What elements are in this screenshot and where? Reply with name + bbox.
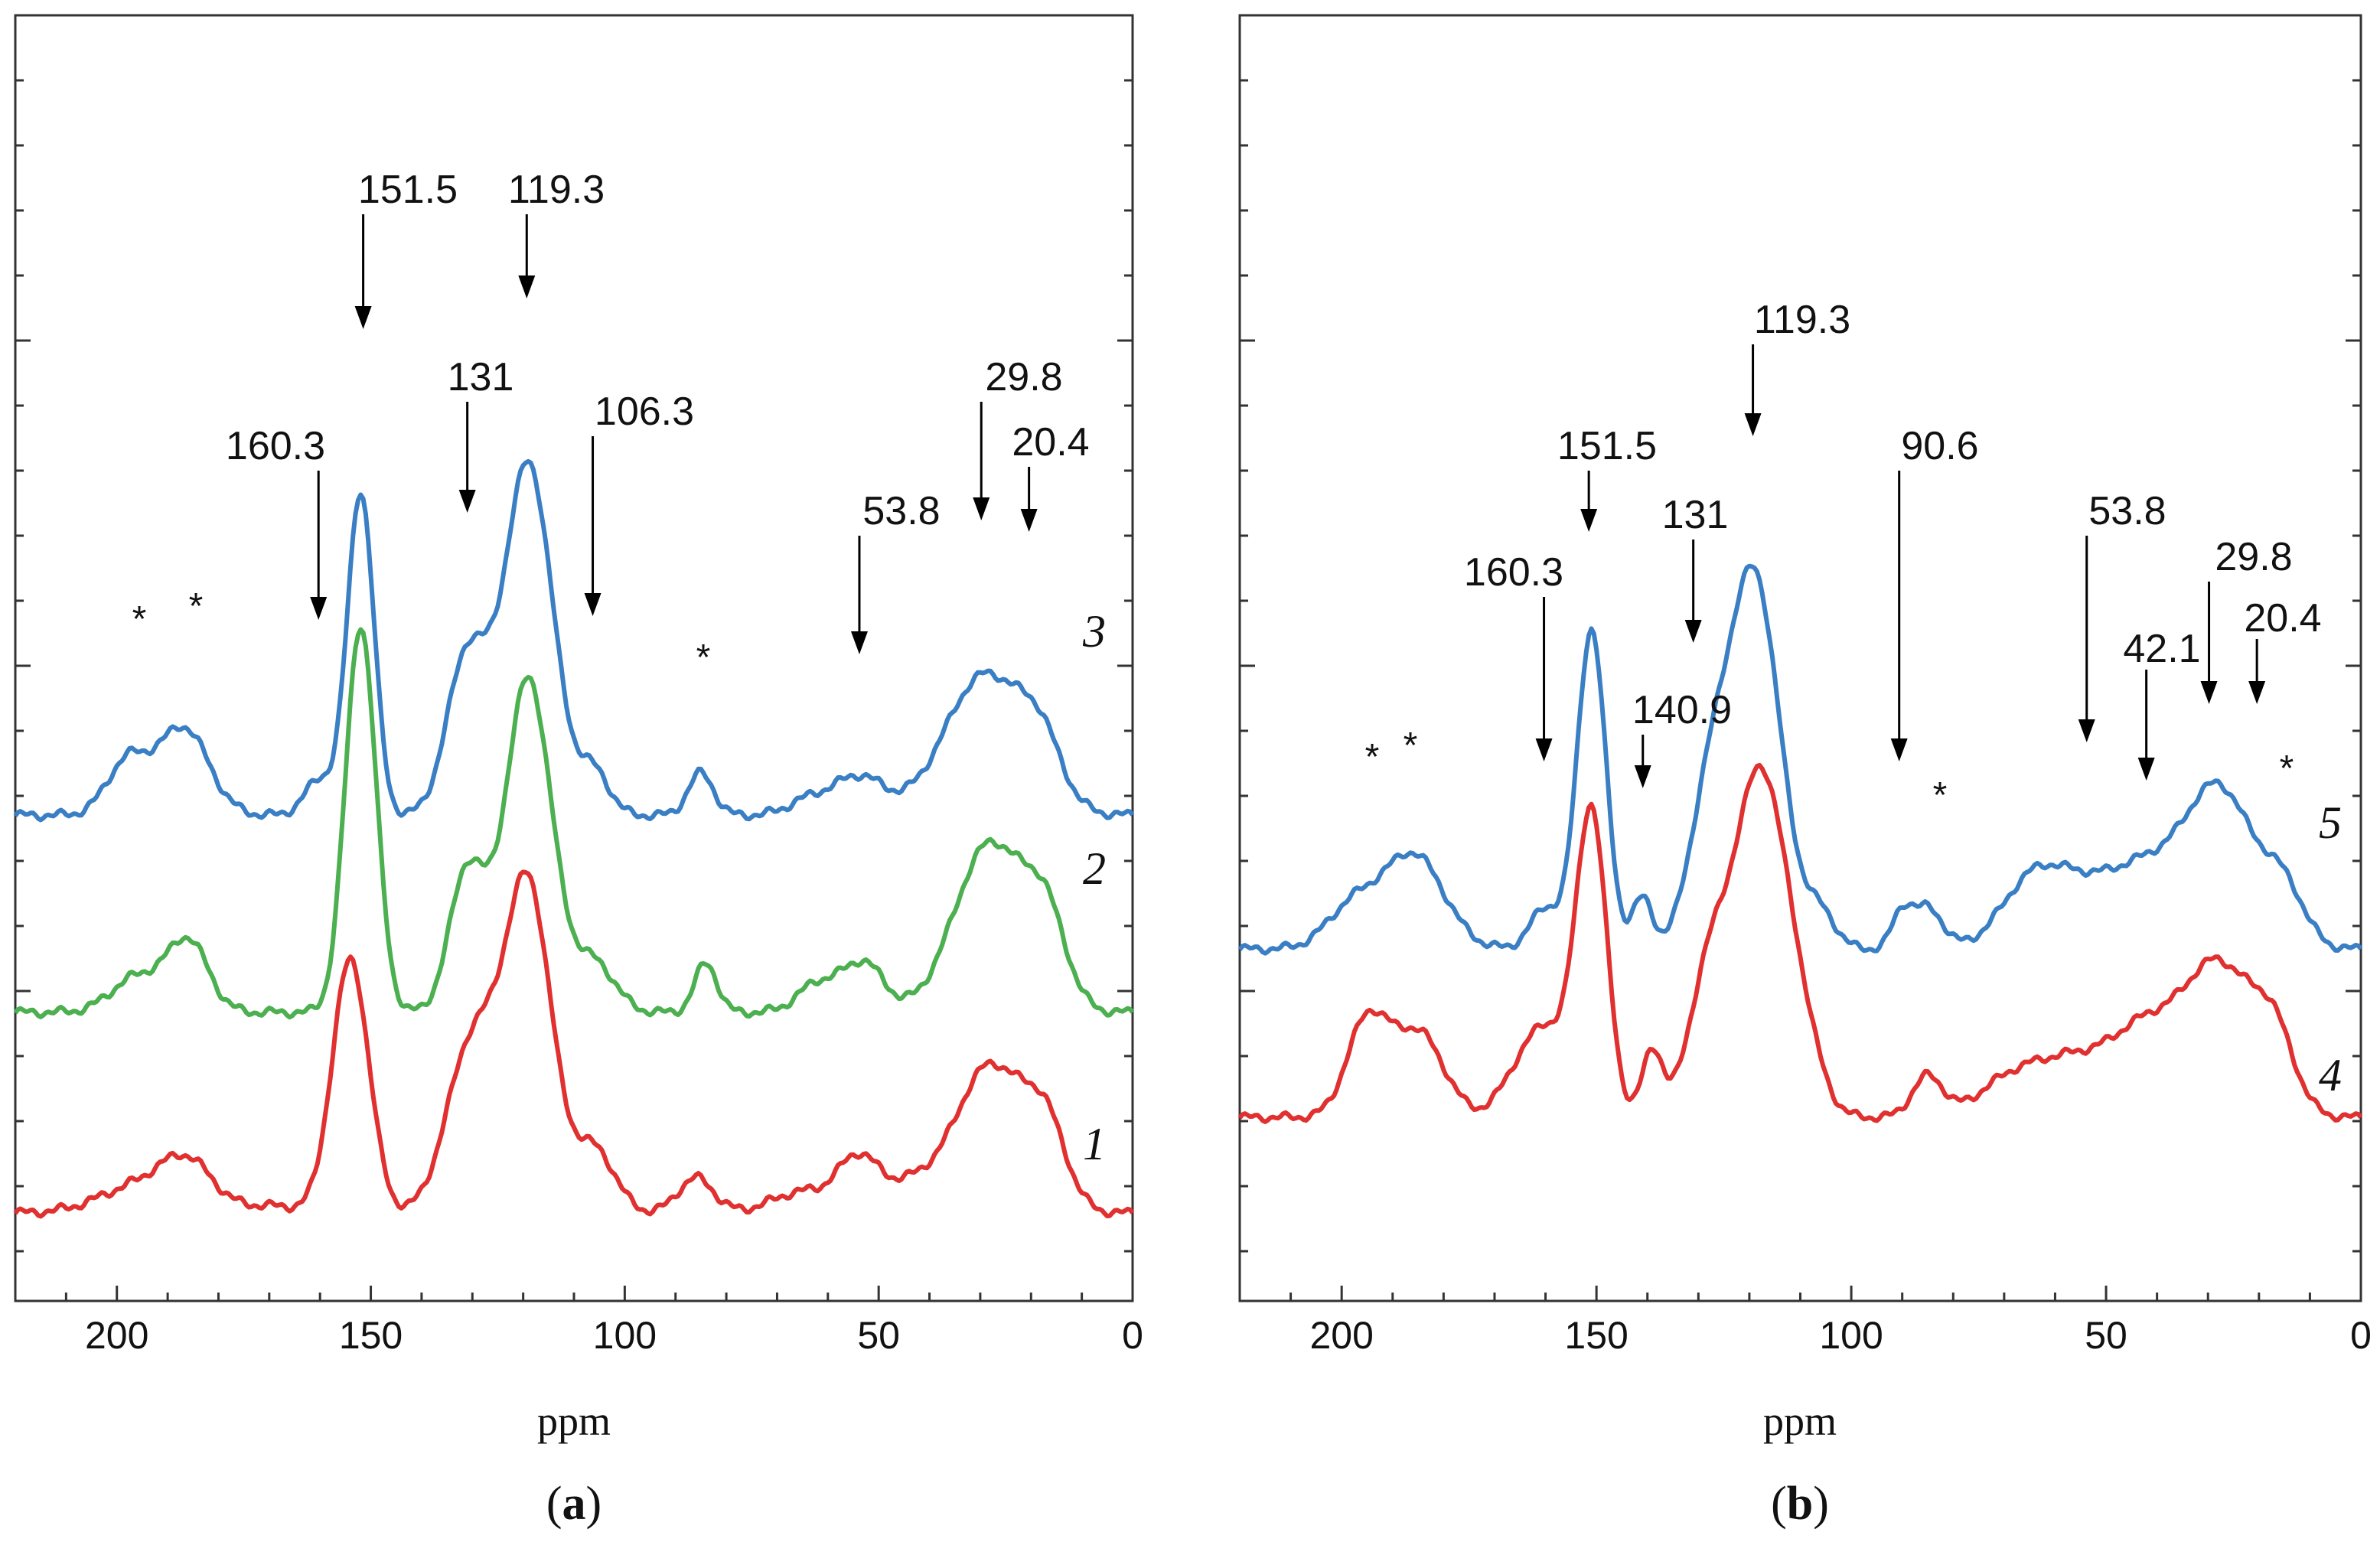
panel-letter-b: b [1787, 1478, 1813, 1530]
panel-label-a: (a) [546, 1478, 602, 1530]
annotation-label-140-9: 140.9 [1632, 688, 1732, 732]
asterisk-marker: * [1404, 725, 1418, 766]
x-axis-title: ppm [1763, 1398, 1837, 1444]
panel-label-b: (b) [1771, 1478, 1829, 1530]
annotation-label-119-3: 119.3 [508, 168, 605, 212]
x-axis-title: ppm [537, 1398, 611, 1444]
annotation-label-53-8: 53.8 [2088, 489, 2166, 533]
annotation-label-160-3: 160.3 [1464, 550, 1563, 595]
asterisk-marker: * [2280, 748, 2294, 789]
panel-b: 200 150 100 50 0 5 4 119.3 151.5 131 90.… [1237, 14, 2372, 1530]
spectrum-line-3 [13, 458, 1135, 823]
annotation-arrow-head [2248, 681, 2266, 704]
x-tick-label: 0 [1122, 1314, 1143, 1357]
annotation-arrow-head [1684, 620, 1702, 643]
x-tick-label: 50 [857, 1314, 900, 1357]
x-tick-label: 150 [339, 1314, 403, 1357]
x-tick-label: 150 [1564, 1314, 1628, 1357]
annotation-label-20-4: 20.4 [2244, 596, 2321, 641]
curve-label-2: 2 [1083, 843, 1106, 894]
panel-b-curves [1237, 563, 2363, 1124]
asterisk-marker: * [1365, 737, 1380, 778]
curve-label-5: 5 [2319, 797, 2342, 848]
annotation-arrow-head [1580, 509, 1598, 532]
annotation-arrow-head [518, 275, 536, 298]
annotation-label-151-5: 151.5 [1557, 424, 1657, 468]
annotation-label-106-3: 106.3 [595, 390, 694, 434]
annotation-label-53-8: 53.8 [862, 489, 940, 533]
annotation-label-90-6: 90.6 [1901, 424, 1978, 468]
x-tick-label: 50 [2085, 1314, 2127, 1357]
asterisk-marker: * [696, 637, 711, 678]
annotation-label-29-8: 29.8 [985, 355, 1062, 399]
spectrum-line-1 [13, 869, 1135, 1219]
annotation-label-131: 131 [1662, 493, 1729, 537]
annotation-arrow-head [310, 597, 328, 620]
spectrum-line-5 [1237, 563, 2363, 956]
spectrum-line-4 [1237, 762, 2363, 1124]
annotation-arrow-head [1535, 738, 1553, 761]
annotation-arrow-head [1634, 765, 1651, 788]
x-tick-label: 0 [2350, 1314, 2372, 1357]
annotation-label-151-5: 151.5 [358, 168, 458, 212]
x-tick-label: 100 [593, 1314, 657, 1357]
annotation-arrow-head [1890, 738, 1908, 761]
annotation-arrow-head [850, 631, 868, 654]
panel-letter-a: a [562, 1478, 586, 1530]
annotation-arrow-head [354, 306, 372, 329]
annotation-arrow-head [1744, 413, 1762, 436]
annotation-arrow-head [458, 490, 476, 513]
annotation-label-20-4: 20.4 [1012, 420, 1089, 465]
annotation-label-29-8: 29.8 [2215, 535, 2292, 579]
x-tick-label: 100 [1819, 1314, 1883, 1357]
spectrum-line-2 [13, 627, 1135, 1020]
panel-a-curves [13, 458, 1135, 1219]
annotation-label-131: 131 [448, 355, 514, 399]
annotation-label-160-3: 160.3 [226, 424, 325, 468]
annotation-arrow-head [1020, 509, 1038, 532]
asterisk-marker: * [132, 599, 147, 640]
curve-label-1: 1 [1083, 1119, 1106, 1169]
annotation-arrow-head [2078, 719, 2095, 742]
annotation-label-119-3: 119.3 [1754, 298, 1850, 342]
panel-b-annotations [1535, 344, 2266, 788]
panel-a: 200 150 100 50 0 1 2 3 151.5 119.3 160.3… [13, 14, 1143, 1530]
annotation-arrow-head [584, 593, 602, 616]
panel-a-ticks [14, 79, 1134, 1301]
panel-b-ticks [1238, 79, 2362, 1301]
annotation-arrow-head [2137, 758, 2155, 781]
curve-label-3: 3 [1082, 606, 1106, 657]
annotation-arrow-head [2200, 681, 2218, 704]
asterisk-marker: * [189, 586, 204, 627]
annotation-arrow-head [973, 497, 990, 520]
x-tick-label: 200 [1309, 1314, 1373, 1357]
panel-a-annotations [310, 214, 1038, 654]
asterisk-marker: * [1933, 775, 1948, 816]
x-tick-label: 200 [85, 1314, 148, 1357]
annotation-label-42-1: 42.1 [2123, 627, 2200, 671]
curve-label-4: 4 [2319, 1050, 2342, 1100]
